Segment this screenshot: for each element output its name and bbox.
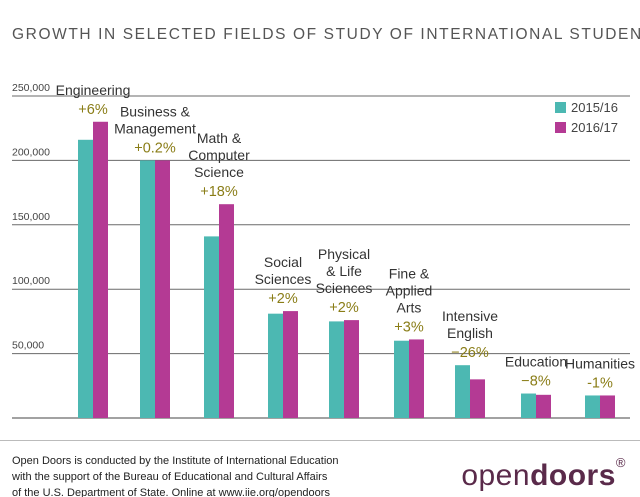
chart-title: GROWTH IN SELECTED FIELDS OF STUDY OF IN… <box>12 26 640 43</box>
bar <box>409 339 424 418</box>
bar <box>600 395 615 418</box>
legend-swatch <box>555 102 566 113</box>
logo-text-bold: doors <box>530 459 616 492</box>
bar <box>455 365 470 418</box>
growth-label: -1% <box>587 375 613 391</box>
category-label: Education <box>505 354 567 370</box>
category-label: Fine & <box>389 265 430 281</box>
growth-label: −8% <box>521 374 551 390</box>
bar <box>140 160 155 418</box>
bar <box>470 379 485 418</box>
footer-credit-line-2: with the support of the Bureau of Educat… <box>12 471 328 483</box>
category-label: Engineering <box>56 82 131 98</box>
category-label: Management <box>114 120 196 136</box>
y-tick-label: 50,000 <box>12 340 44 352</box>
growth-label: +2% <box>268 291 298 307</box>
category-label: Business & <box>120 103 191 119</box>
logo-text-light: open <box>461 459 531 492</box>
legend-label: 2016/17 <box>571 120 618 135</box>
y-tick-label: 150,000 <box>12 211 50 223</box>
footer-credit-line-3: of the U.S. Department of State. Online … <box>12 487 330 497</box>
growth-label: +3% <box>394 319 424 335</box>
bar <box>155 160 170 418</box>
category-label: Science <box>194 164 244 180</box>
growth-label: +2% <box>329 300 359 316</box>
opendoors-logo: opendoors® <box>461 455 626 493</box>
bar <box>521 393 536 418</box>
y-tick-label: 250,000 <box>12 82 50 94</box>
bar <box>219 204 234 418</box>
category-label: English <box>447 325 493 341</box>
legend-swatch <box>555 122 566 133</box>
growth-label: +6% <box>78 102 108 118</box>
category-label: Sciences <box>316 280 373 296</box>
category-label: Social <box>264 254 302 270</box>
category-label: Math & <box>197 130 242 146</box>
growth-label: +0.2% <box>134 140 176 156</box>
bar-chart: 250,000 200,000 150,000 100,000 50,000 +6% Eng… <box>12 82 635 419</box>
category-label: Intensive <box>442 308 498 324</box>
bar <box>329 321 344 418</box>
footer-credit-line-1: Open Doors is conducted by the Institute… <box>12 455 339 467</box>
bar <box>78 139 93 419</box>
growth-label: +18% <box>200 184 238 200</box>
footer: Open Doors is conducted by the Institute… <box>0 440 640 497</box>
legend-label: 2015/16 <box>571 100 618 115</box>
y-tick-label: 200,000 <box>12 146 50 158</box>
bar <box>394 340 409 418</box>
bar <box>93 121 108 418</box>
y-tick-label: 100,000 <box>12 275 50 287</box>
growth-label: −26% <box>451 345 489 361</box>
category-label: Physical <box>318 246 370 262</box>
bar <box>283 311 298 418</box>
category-label: Applied <box>386 282 433 298</box>
category-label: Sciences <box>255 271 312 287</box>
logo-registered-mark: ® <box>615 455 626 470</box>
bar <box>268 313 283 418</box>
bar <box>204 236 219 418</box>
category-label: Computer <box>188 147 250 163</box>
bar <box>344 320 359 418</box>
bar <box>536 394 551 418</box>
bar <box>585 395 600 418</box>
category-label: Humanities <box>565 355 635 371</box>
category-label: & Life <box>326 263 362 279</box>
category-label: Arts <box>397 299 422 315</box>
